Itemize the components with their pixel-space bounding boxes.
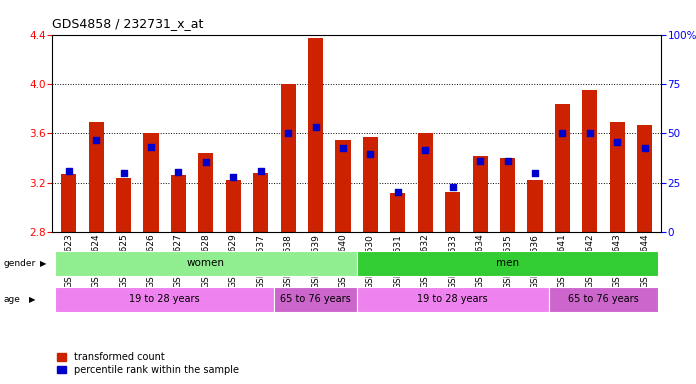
Point — [145, 144, 157, 150]
Text: 65 to 76 years: 65 to 76 years — [568, 294, 639, 304]
Point — [118, 170, 129, 176]
Bar — [308, 38, 323, 232]
Bar — [548, 287, 658, 311]
Text: men: men — [496, 258, 519, 268]
Legend: transformed count, percentile rank within the sample: transformed count, percentile rank withi… — [57, 353, 239, 375]
Bar — [335, 140, 351, 232]
Bar — [390, 193, 405, 232]
Bar — [638, 125, 652, 232]
Text: ▶: ▶ — [29, 295, 35, 304]
Bar — [143, 134, 159, 232]
Point — [228, 174, 239, 180]
Point — [173, 169, 184, 175]
Bar — [555, 104, 570, 232]
Bar — [55, 287, 274, 311]
Text: 65 to 76 years: 65 to 76 years — [280, 294, 351, 304]
Bar — [356, 251, 658, 276]
Point — [255, 167, 267, 174]
Point — [530, 170, 541, 176]
Bar — [171, 175, 186, 232]
Text: ▶: ▶ — [40, 259, 47, 268]
Point — [585, 131, 596, 137]
Point — [557, 131, 568, 137]
Text: GDS4858 / 232731_x_at: GDS4858 / 232731_x_at — [52, 17, 203, 30]
Bar — [116, 178, 131, 232]
Bar — [610, 122, 625, 232]
Text: age: age — [3, 295, 20, 304]
Bar — [356, 287, 548, 311]
Bar — [253, 173, 268, 232]
Text: 19 to 28 years: 19 to 28 years — [418, 294, 488, 304]
Point — [639, 145, 650, 151]
Point — [447, 184, 458, 190]
Bar — [363, 137, 378, 232]
Point — [393, 189, 404, 195]
Bar — [280, 84, 296, 232]
Bar — [473, 156, 488, 232]
Text: gender: gender — [3, 259, 35, 268]
Point — [90, 137, 102, 143]
Point — [502, 157, 513, 164]
Point — [475, 157, 486, 164]
Bar — [583, 90, 597, 232]
Point — [283, 131, 294, 137]
Point — [338, 145, 349, 151]
Bar — [528, 180, 543, 232]
Point — [612, 139, 623, 145]
Bar — [500, 158, 515, 232]
Bar — [61, 174, 76, 232]
Bar — [274, 287, 356, 311]
Point — [420, 146, 431, 152]
Bar — [198, 153, 214, 232]
Text: 19 to 28 years: 19 to 28 years — [129, 294, 200, 304]
Point — [365, 151, 376, 157]
Bar — [418, 134, 433, 232]
Bar — [445, 192, 460, 232]
Point — [200, 159, 212, 165]
Bar — [88, 122, 104, 232]
Text: women: women — [187, 258, 225, 268]
Point — [63, 167, 74, 174]
Bar — [55, 251, 356, 276]
Bar — [226, 180, 241, 232]
Point — [310, 124, 321, 130]
